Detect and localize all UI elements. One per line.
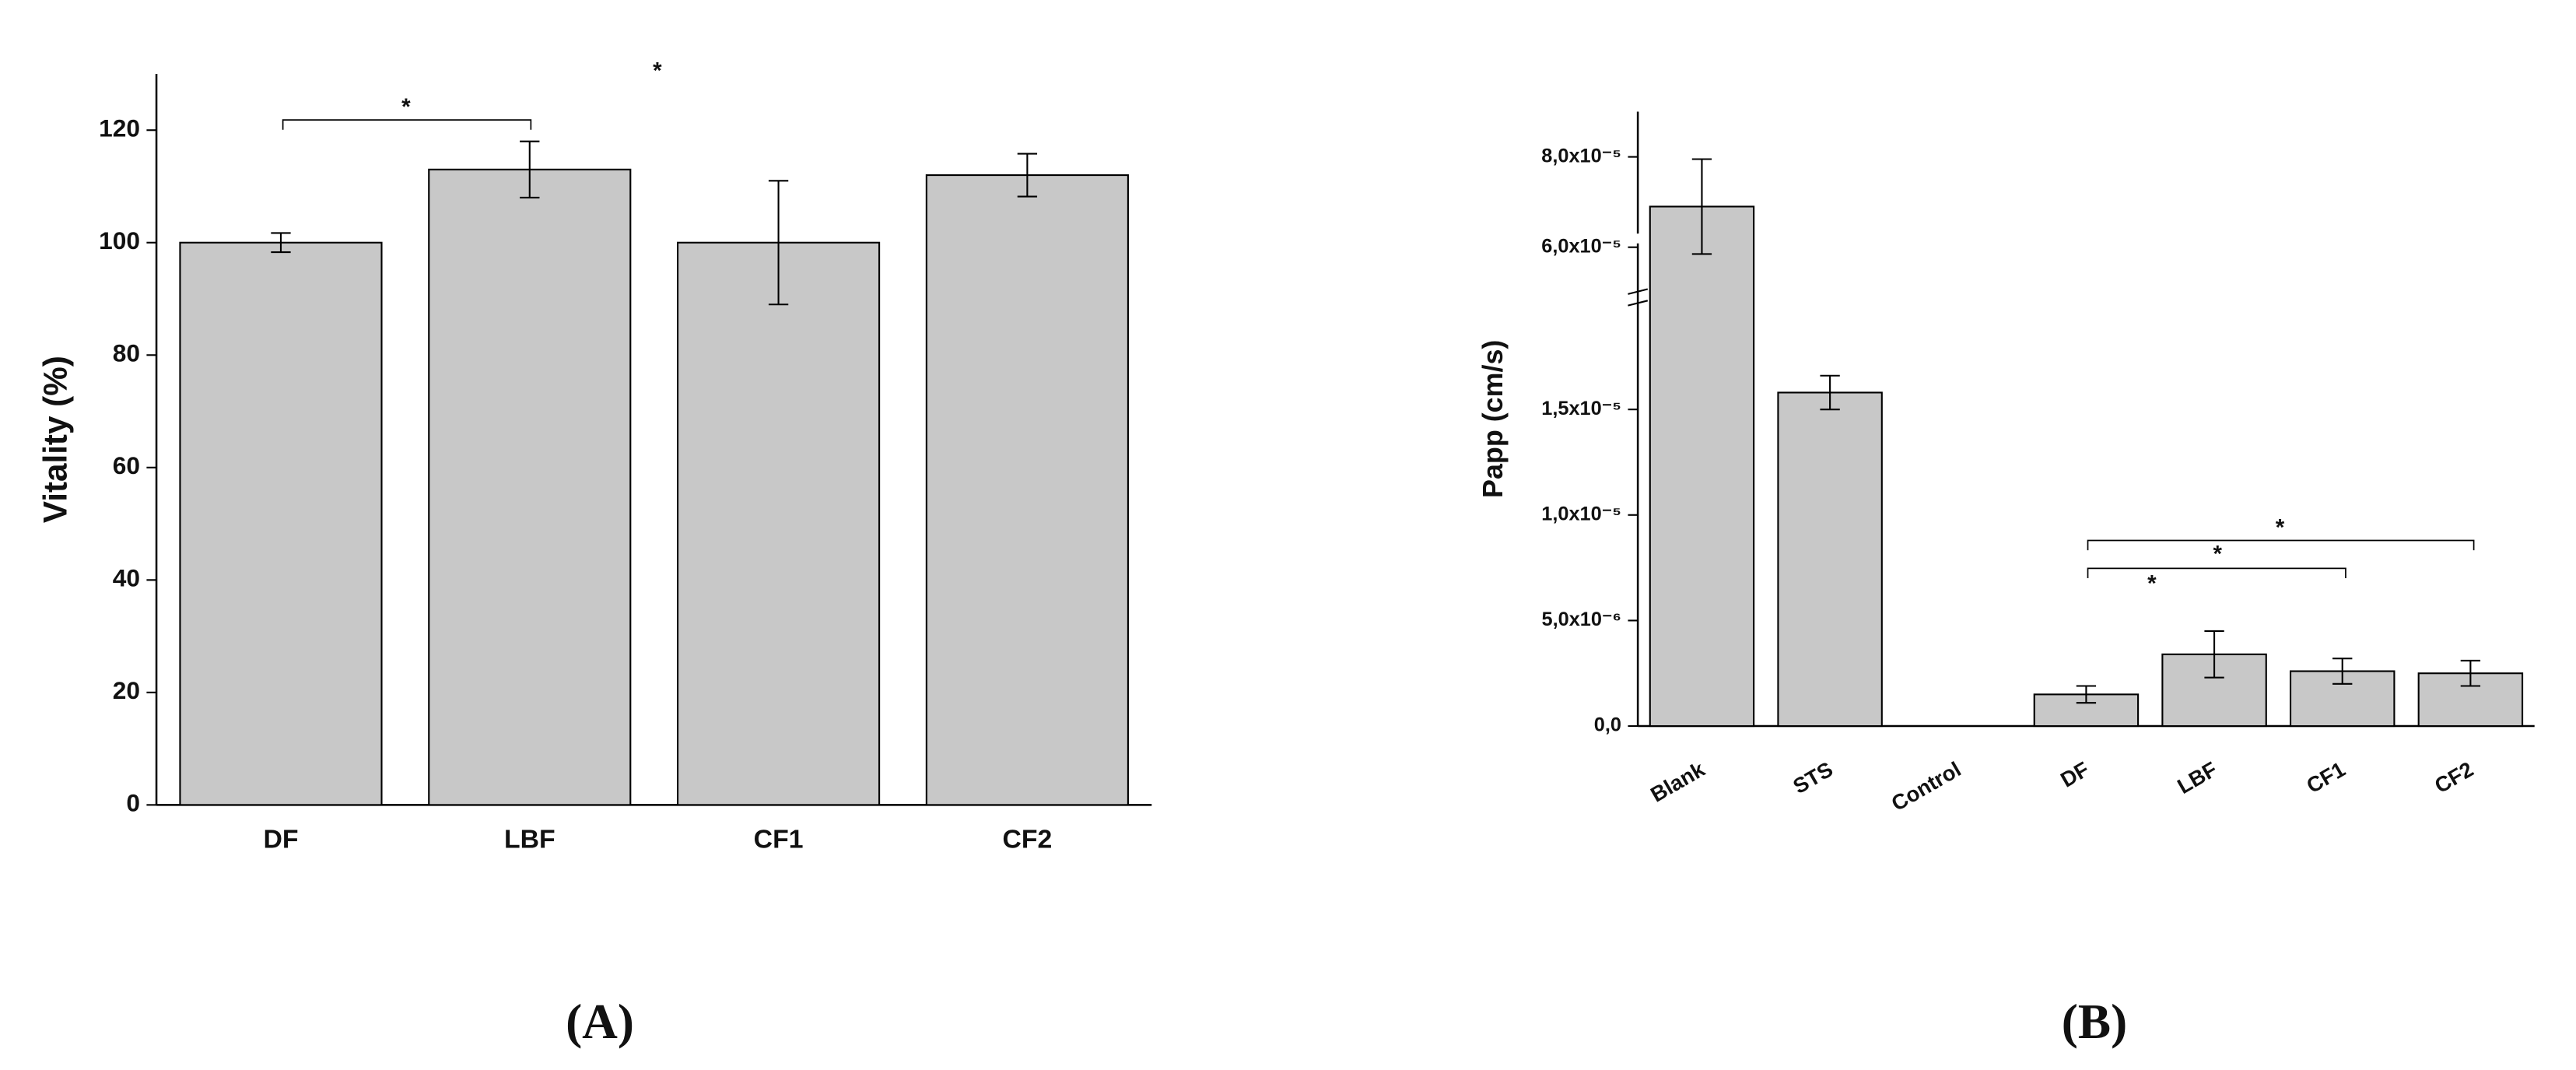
- significance-label: *: [2213, 541, 2223, 567]
- significance-label: *: [401, 94, 411, 120]
- error-bar: [271, 232, 291, 254]
- x-tick-label: CF1: [754, 825, 804, 854]
- panel-label: (B): [2062, 995, 2127, 1049]
- y-axis-label: Papp (cm/s): [1477, 340, 1509, 498]
- error-bar: [768, 180, 789, 306]
- y-tick-label: 0,0: [1594, 714, 1621, 736]
- significance-bracket: [2087, 567, 2346, 579]
- significance-label: *: [653, 58, 662, 84]
- y-tick-label: 6,0x10⁻⁵: [1541, 235, 1621, 257]
- x-tick-label: Blank: [1646, 756, 1709, 807]
- error-bar: [1820, 374, 1840, 411]
- y-tick-label: 0: [126, 789, 140, 817]
- bar: [677, 241, 881, 806]
- x-tick-label: CF2: [2431, 757, 2477, 798]
- x-tick-label: LBF: [2173, 757, 2221, 799]
- bar: [1649, 205, 1755, 728]
- bar: [428, 168, 632, 806]
- error-bar: [2204, 630, 2224, 679]
- error-bar: [1691, 158, 1712, 255]
- y-axis-label: Vitality (%): [37, 356, 74, 523]
- y-tick-label: 5,0x10⁻⁶: [1542, 609, 1622, 630]
- error-bar: [2076, 685, 2097, 704]
- y-tick-label: 80: [113, 339, 140, 367]
- break-mark: [1628, 288, 1649, 295]
- y-tick-label: 8,0x10⁻⁵: [1541, 145, 1621, 167]
- bar: [179, 241, 383, 806]
- break-mark: [1628, 300, 1649, 307]
- error-bar: [1017, 153, 1038, 198]
- x-tick-label: CF1: [2302, 757, 2349, 798]
- y-tick-label: 60: [113, 451, 140, 479]
- x-tick-label: DF: [263, 825, 298, 854]
- bar: [925, 174, 1129, 806]
- y-tick-label: 100: [99, 226, 140, 254]
- x-tick-label: LBF: [504, 825, 556, 854]
- bar: [1777, 391, 1883, 728]
- y-tick-label: 20: [113, 676, 140, 704]
- x-tick-label: STS: [1789, 757, 1837, 799]
- error-bar: [2460, 659, 2481, 687]
- y-tick-label: 40: [113, 564, 140, 592]
- x-tick-label: DF: [2056, 757, 2093, 792]
- x-tick-label: Control: [1887, 757, 1965, 816]
- significance-bracket: [282, 119, 532, 130]
- error-bar: [520, 140, 540, 199]
- y-tick-label: 120: [99, 114, 140, 142]
- significance-label: *: [2276, 515, 2285, 541]
- significance-bracket: [2087, 539, 2475, 551]
- y-tick-label: 1,0x10⁻⁵: [1541, 503, 1621, 524]
- panel-label: (A): [566, 995, 634, 1049]
- y-tick-label: 1,5x10⁻⁵: [1541, 398, 1621, 419]
- x-tick-label: CF2: [1002, 825, 1052, 854]
- significance-label: *: [2147, 570, 2157, 596]
- error-bar: [2332, 658, 2353, 685]
